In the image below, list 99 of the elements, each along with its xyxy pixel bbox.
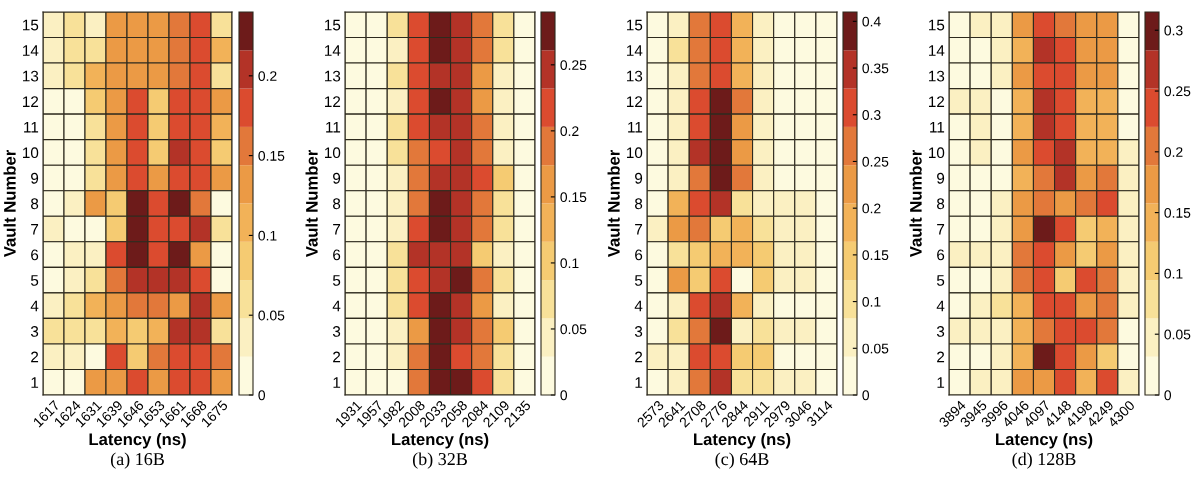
y-tick-label: 10 [929,147,945,159]
color-bar-label: 0.15 [862,250,889,261]
color-bar-label: 0 [862,390,870,401]
color-bar-label: 0.25 [1164,86,1191,97]
color-bar-label: 0 [560,390,568,401]
color-bar-label: 0.35 [862,63,889,74]
y-tick-label: 7 [937,224,945,235]
y-tick-label: 8 [31,198,39,210]
y-tick-label: 2 [333,351,341,363]
y-tick-label: 13 [23,70,39,82]
y-tick-label: 7 [333,224,341,235]
y-tick-label: 11 [628,121,643,133]
text: (b) 32B [412,452,467,469]
color-bar-label: 0 [1164,390,1172,401]
text: (d) 128B [1012,452,1076,469]
y-tick-label: 15 [929,19,945,31]
y-tick-label: 9 [31,172,39,184]
y-tick-label: 2 [937,351,945,363]
y-tick-label: 8 [333,198,341,210]
y-axis-title: Vault Number [305,150,318,258]
color-bar-label: 0.25 [862,156,889,167]
color-bar-label: 0.1 [862,296,881,307]
y-tick-label: 13 [627,70,643,82]
y-tick-label: 3 [30,326,39,337]
y-tick-label: 8 [937,198,945,210]
color-bar-label: 0.05 [258,310,285,321]
y-axis-title: Vault Number [909,150,922,258]
color-bar-label: 0.05 [1164,329,1191,340]
y-tick-label: 1 [31,377,39,388]
y-tick-label: 14 [23,45,39,56]
y-tick-label: 3 [332,326,341,337]
color-bar-label: 0.1 [258,230,277,241]
x-axis-title: Latency (ns) [392,432,489,449]
x-axis-title: Latency (ns) [694,432,791,449]
color-bar-label: 0.05 [862,343,889,354]
y-tick-label: 5 [332,275,341,286]
color-bar-label: 0.15 [1164,207,1191,218]
color-bar-label: 0.1 [560,258,579,269]
y-tick-label: 12 [929,96,945,107]
y-tick-label: 13 [929,70,945,82]
color-bar-label: 0.3 [862,110,881,120]
y-tick-label: 12 [23,96,39,107]
y-tick-label: 6 [31,249,39,261]
y-tick-label: 4 [634,300,643,312]
y-tick-label: 13 [325,70,341,82]
color-bar-label: 0.1 [1164,268,1183,279]
y-tick-label: 11 [930,121,945,133]
color-bar-label: 0.15 [258,150,285,161]
y-tick-label: 1 [937,377,945,388]
y-tick-label: 4 [936,300,945,312]
x-axis-title: Latency (ns) [996,432,1093,449]
y-tick-label: 10 [627,147,643,159]
y-axis-title: Vault Number [3,150,16,258]
y-tick-label: 3 [634,326,643,337]
y-tick-label: 9 [333,172,341,184]
y-tick-label: 7 [31,224,39,235]
color-bar-label: 0.25 [560,60,587,70]
y-tick-label: 4 [332,300,341,312]
color-bar-label: 0.2 [560,126,579,137]
y-tick-label: 14 [929,45,945,56]
y-tick-label: 12 [325,96,341,107]
y-tick-label: 11 [24,121,39,133]
color-bar-label: 0.3 [1164,25,1183,36]
y-tick-label: 3 [936,326,945,337]
y-tick-label: 5 [936,275,945,286]
y-tick-label: 15 [325,19,341,31]
y-tick-label: 15 [23,19,39,31]
text: (a) 16B [110,452,164,469]
y-tick-label: 4 [30,300,39,312]
y-tick-label: 2 [635,351,643,363]
y-tick-label: 10 [23,147,39,159]
y-tick-label: 15 [627,19,643,31]
y-tick-label: 10 [325,147,341,159]
y-tick-label: 1 [333,377,341,388]
y-tick-label: 6 [635,249,643,261]
y-tick-label: 12 [627,96,643,107]
y-tick-label: 8 [635,198,643,210]
y-tick-label: 14 [325,45,341,56]
y-tick-label: 7 [635,224,643,235]
color-bar-label: 0.05 [560,324,587,335]
y-tick-label: 14 [627,45,643,56]
y-tick-label: 9 [635,172,643,184]
color-bar-label: 0.2 [862,203,881,214]
y-tick-label: 1 [635,377,643,388]
y-axis-title: Vault Number [607,150,620,258]
x-axis-title: Latency (ns) [89,432,186,449]
y-tick-label: 6 [937,249,945,261]
y-tick-label: 2 [31,351,39,363]
color-bar-label: 0 [258,390,266,401]
y-tick-label: 5 [30,275,39,286]
y-tick-label: 9 [937,172,945,184]
text: (c) 64B [715,452,769,469]
color-bar-label: 0.15 [560,192,587,203]
color-bar-label: 0.2 [258,71,277,81]
y-tick-label: 11 [326,121,341,133]
y-tick-label: 5 [634,275,643,286]
color-bar-label: 0.2 [1164,147,1183,157]
color-bar-label: 0.4 [862,16,881,27]
y-tick-label: 6 [333,249,341,261]
